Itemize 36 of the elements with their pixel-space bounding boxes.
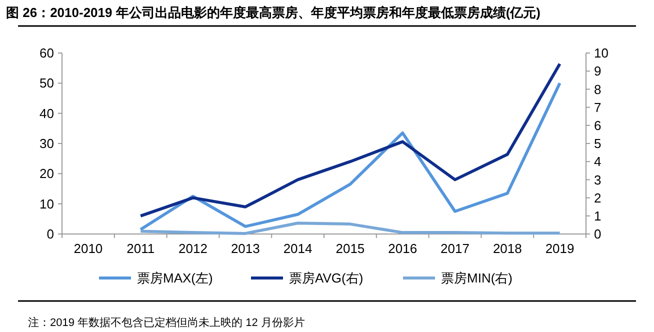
line-series <box>139 222 562 235</box>
y2-tick-label: 10 <box>594 46 608 61</box>
y2-tick-label: 1 <box>594 208 602 224</box>
chart-title: 图 26：2010-2019 年公司出品电影的年度最高票房、年度平均票房和年度最低票房成绩(亿元) <box>6 5 541 20</box>
y-tick-label: 10 <box>40 196 54 212</box>
x-tick-label: 2019 <box>545 241 574 256</box>
y-tick-label: 30 <box>40 136 54 152</box>
y2-tick-label: 2 <box>594 190 602 206</box>
x-tick-label: 2012 <box>178 241 208 256</box>
x-tick-label: 2010 <box>74 241 103 256</box>
x-tick-label: 2015 <box>336 241 365 256</box>
y2-tick-label: 8 <box>594 82 602 97</box>
x-tick-label: 2011 <box>126 241 155 256</box>
y-tick-label: 60 <box>40 46 54 61</box>
x-tick-label: 2013 <box>230 241 260 256</box>
x-tick-label: 2018 <box>492 241 522 256</box>
y2-tick-label: 4 <box>594 154 602 170</box>
y2-tick-label: 6 <box>594 118 602 133</box>
y-tick-label: 0 <box>46 226 54 242</box>
y2-tick-label: 3 <box>594 172 602 188</box>
y2-tick-label: 5 <box>594 136 602 152</box>
line-series <box>139 62 562 218</box>
y2-tick-label: 9 <box>594 64 602 79</box>
y-tick-label: 40 <box>40 106 54 121</box>
x-tick-label: 2016 <box>388 241 418 256</box>
text: 注：2019 年数据不包含已定档但尚未上映的 12 月份影片 <box>28 316 305 329</box>
x-tick-label: 2014 <box>283 241 312 256</box>
legend-label: 票房MAX(左) <box>137 270 213 286</box>
y-tick-label: 20 <box>40 166 54 182</box>
legend-label: 票房MIN(右) <box>441 270 512 286</box>
y-tick-label: 50 <box>40 76 54 91</box>
line-series <box>139 82 562 231</box>
y2-tick-label: 0 <box>594 226 602 242</box>
x-tick-label: 2017 <box>440 241 470 256</box>
legend-label: 票房AVG(右) <box>289 270 364 286</box>
y2-tick-label: 7 <box>594 100 602 115</box>
